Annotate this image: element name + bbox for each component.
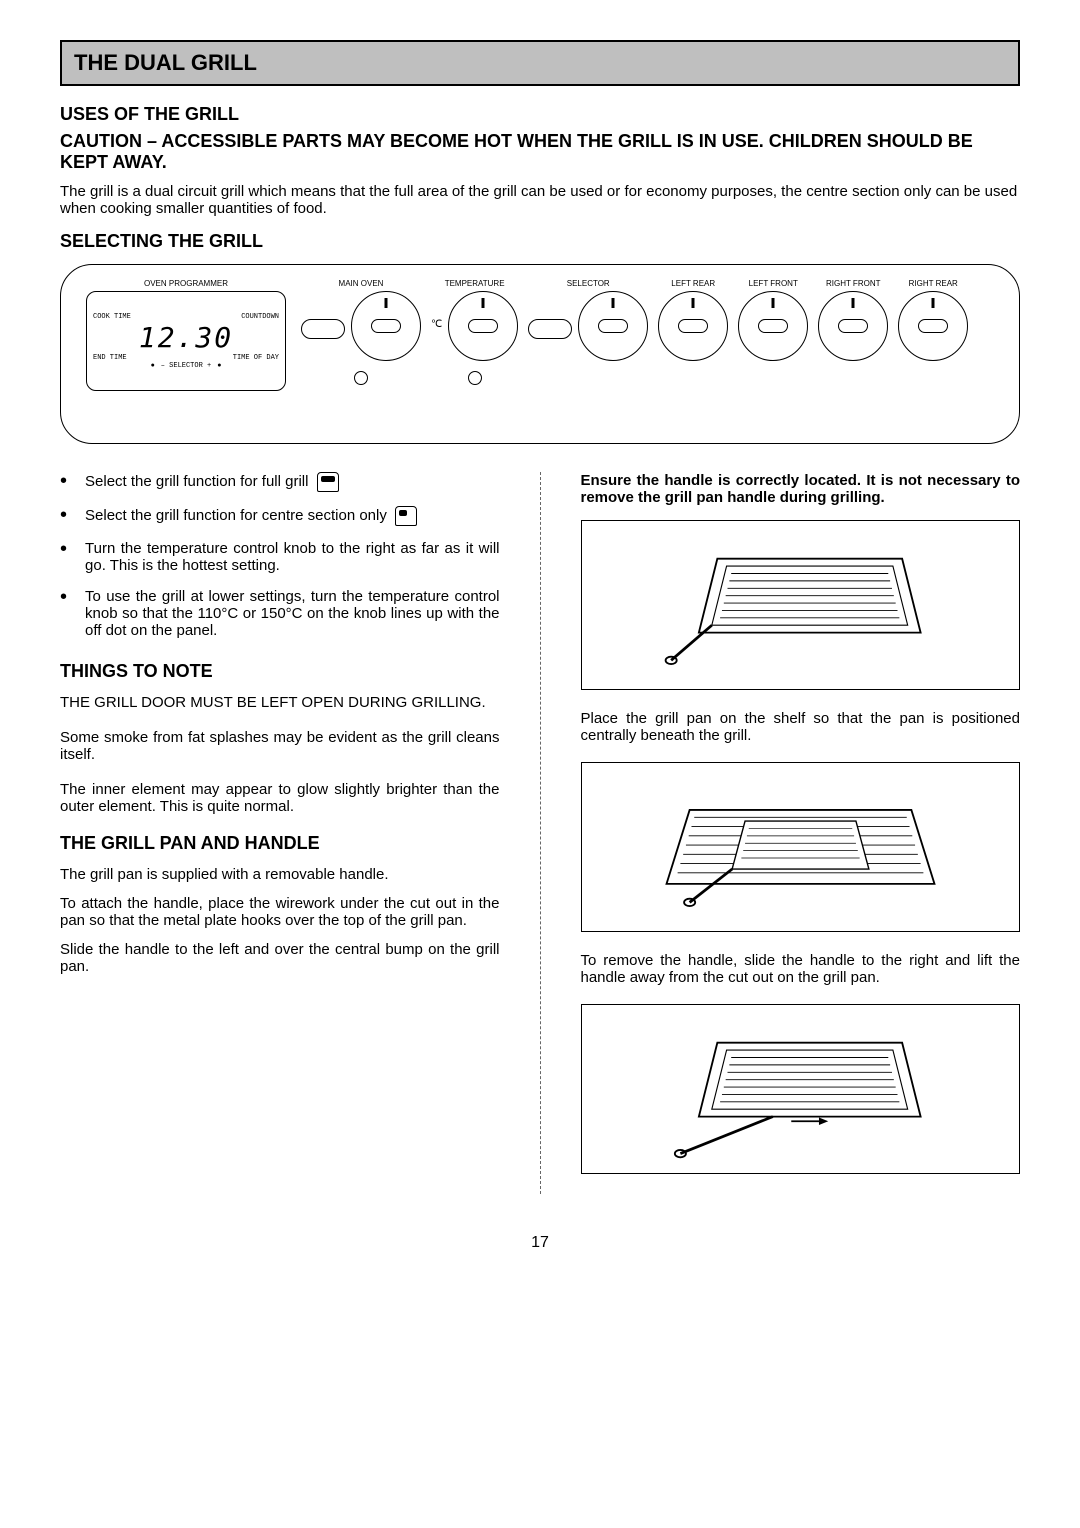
temperature-dial <box>448 291 518 361</box>
time-of-day-label: TIME OF DAY <box>233 354 279 362</box>
things-para-1: THE GRILL DOOR MUST BE LEFT OPEN DURING … <box>60 694 500 711</box>
right-column: Ensure the handle is correctly located. … <box>581 472 1021 1194</box>
grill-pan-heading: THE GRILL PAN AND HANDLE <box>60 833 500 854</box>
selecting-heading: SELECTING THE GRILL <box>60 231 1020 252</box>
right-rear-dial <box>898 291 968 361</box>
left-column: Select the grill function for full grill… <box>60 472 500 1194</box>
programmer-display: COOK TIME COUNTDOWN 12.30 END TIME TIME … <box>86 291 286 391</box>
right-rear-label: RIGHT REAR <box>909 279 958 288</box>
celsius-icon: ℃ <box>431 319 442 330</box>
page-number: 17 <box>60 1234 1020 1252</box>
end-time-label: END TIME <box>93 354 127 362</box>
bullet-list: Select the grill function for full grill… <box>60 472 500 639</box>
selector-dial <box>578 291 648 361</box>
bullet-text: Turn the temperature control knob to the… <box>85 540 499 574</box>
left-front-label: LEFT FRONT <box>749 279 798 288</box>
two-column-layout: Select the grill function for full grill… <box>60 472 1020 1194</box>
list-item: Select the grill function for full grill <box>60 472 500 492</box>
right-front-knob-group: RIGHT FRONT <box>818 279 888 361</box>
grill-pan-on-shelf-illustration <box>581 762 1021 932</box>
left-front-dial <box>738 291 808 361</box>
main-oven-label: MAIN OVEN <box>339 279 384 288</box>
main-oven-knob-group: MAIN OVEN <box>301 279 421 385</box>
right-front-dial <box>818 291 888 361</box>
grill-pan-remove-handle-illustration <box>581 1004 1021 1174</box>
indicator-light-2 <box>468 371 482 385</box>
grill-pan-with-handle-illustration <box>581 520 1021 690</box>
left-rear-label: LEFT REAR <box>671 279 715 288</box>
left-rear-knob-group: LEFT REAR <box>658 279 728 361</box>
caution-text: CAUTION – ACCESSIBLE PARTS MAY BECOME HO… <box>60 131 1020 173</box>
bullet-text: Select the grill function for centre sec… <box>85 507 387 524</box>
selector-pill-icon <box>528 319 572 339</box>
list-item: Select the grill function for centre sec… <box>60 506 500 526</box>
indicator-light-1 <box>354 371 368 385</box>
temperature-label: TEMPERATURE <box>445 279 505 288</box>
selector-row-label: – SELECTOR + <box>161 362 211 370</box>
list-item: To use the grill at lower settings, turn… <box>60 588 500 639</box>
programmer-label: OVEN PROGRAMMER <box>144 279 228 288</box>
pan-para-1: The grill pan is supplied with a removab… <box>60 866 500 883</box>
left-front-knob-group: LEFT FRONT <box>738 279 808 361</box>
selector-label: SELECTOR <box>567 279 610 288</box>
things-para-3: The inner element may appear to glow sli… <box>60 781 500 815</box>
selector-knob-group: SELECTOR <box>528 279 648 361</box>
temperature-knob-group: TEMPERATURE ℃ <box>431 279 518 385</box>
grill-full-icon <box>317 472 339 492</box>
column-divider <box>540 472 541 1194</box>
intro-text: The grill is a dual circuit grill which … <box>60 183 1020 217</box>
things-to-note-heading: THINGS TO NOTE <box>60 661 500 682</box>
section-header: THE DUAL GRILL <box>60 40 1020 86</box>
main-oven-selector-icon <box>301 319 345 339</box>
countdown-label: COUNTDOWN <box>241 313 279 321</box>
left-rear-dial <box>658 291 728 361</box>
grill-centre-icon <box>395 506 417 526</box>
programmer-digits: 12.30 <box>139 321 233 354</box>
place-pan-text: Place the grill pan on the shelf so that… <box>581 710 1021 744</box>
remove-handle-text: To remove the handle, slide the handle t… <box>581 952 1021 986</box>
cook-time-label: COOK TIME <box>93 313 131 321</box>
control-panel-diagram: OVEN PROGRAMMER COOK TIME COUNTDOWN 12.3… <box>60 264 1020 444</box>
pan-para-2: To attach the handle, place the wirework… <box>60 895 500 929</box>
main-oven-dial <box>351 291 421 361</box>
right-rear-knob-group: RIGHT REAR <box>898 279 968 361</box>
things-para-2: Some smoke from fat splashes may be evid… <box>60 729 500 763</box>
bullet-text: To use the grill at lower settings, turn… <box>85 588 499 639</box>
list-item: Turn the temperature control knob to the… <box>60 540 500 574</box>
oven-programmer: OVEN PROGRAMMER COOK TIME COUNTDOWN 12.3… <box>81 279 291 391</box>
uses-heading: USES OF THE GRILL <box>60 104 1020 125</box>
right-front-label: RIGHT FRONT <box>826 279 881 288</box>
bullet-text: Select the grill function for full grill <box>85 473 308 490</box>
ensure-handle-text: Ensure the handle is correctly located. … <box>581 472 1021 506</box>
pan-para-3: Slide the handle to the left and over th… <box>60 941 500 975</box>
